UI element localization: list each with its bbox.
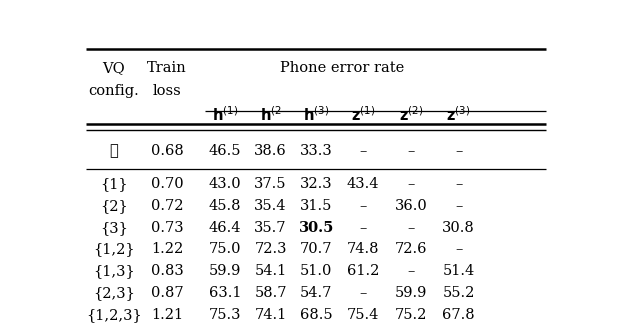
- Text: –: –: [360, 221, 367, 235]
- Text: 75.2: 75.2: [395, 308, 427, 322]
- Text: Phone error rate: Phone error rate: [279, 61, 404, 75]
- Text: 55.2: 55.2: [442, 286, 475, 300]
- Text: 37.5: 37.5: [254, 177, 287, 191]
- Text: $\mathbf{h}^{(3)}$: $\mathbf{h}^{(3)}$: [304, 105, 330, 124]
- Text: –: –: [407, 221, 415, 235]
- Text: 51.0: 51.0: [300, 264, 333, 278]
- Text: 0.87: 0.87: [151, 286, 183, 300]
- Text: 74.1: 74.1: [254, 308, 287, 322]
- Text: 75.0: 75.0: [208, 242, 241, 256]
- Text: 51.4: 51.4: [442, 264, 475, 278]
- Text: 75.3: 75.3: [208, 308, 241, 322]
- Text: 59.9: 59.9: [395, 286, 427, 300]
- Text: 31.5: 31.5: [300, 199, 333, 213]
- Text: 67.8: 67.8: [442, 308, 475, 322]
- Text: 38.6: 38.6: [254, 144, 287, 158]
- Text: 0.73: 0.73: [151, 221, 183, 235]
- Text: 1.21: 1.21: [151, 308, 183, 322]
- Text: 43.0: 43.0: [208, 177, 241, 191]
- Text: {1,2,3}: {1,2,3}: [86, 308, 142, 322]
- Text: config.: config.: [88, 84, 139, 98]
- Text: 1.22: 1.22: [151, 242, 183, 256]
- Text: 0.70: 0.70: [151, 177, 183, 191]
- Text: 30.5: 30.5: [299, 221, 334, 235]
- Text: ∅: ∅: [109, 144, 118, 158]
- Text: loss: loss: [152, 84, 181, 98]
- Text: –: –: [407, 177, 415, 191]
- Text: –: –: [360, 144, 367, 158]
- Text: –: –: [455, 199, 462, 213]
- Text: 35.7: 35.7: [254, 221, 287, 235]
- Text: {3}: {3}: [100, 221, 128, 235]
- Text: 54.7: 54.7: [300, 286, 333, 300]
- Text: 0.72: 0.72: [151, 199, 183, 213]
- Text: $\mathbf{z}^{(3)}$: $\mathbf{z}^{(3)}$: [447, 105, 471, 124]
- Text: {2,3}: {2,3}: [93, 286, 135, 300]
- Text: {1,3}: {1,3}: [93, 264, 135, 278]
- Text: 61.2: 61.2: [347, 264, 379, 278]
- Text: 58.7: 58.7: [254, 286, 287, 300]
- Text: –: –: [407, 264, 415, 278]
- Text: 72.3: 72.3: [254, 242, 287, 256]
- Text: 45.8: 45.8: [208, 199, 241, 213]
- Text: {2}: {2}: [100, 199, 128, 213]
- Text: 72.6: 72.6: [395, 242, 427, 256]
- Text: –: –: [455, 177, 462, 191]
- Text: 35.4: 35.4: [254, 199, 287, 213]
- Text: –: –: [407, 144, 415, 158]
- Text: 30.8: 30.8: [442, 221, 475, 235]
- Text: 0.83: 0.83: [151, 264, 183, 278]
- Text: –: –: [455, 144, 462, 158]
- Text: 74.8: 74.8: [347, 242, 379, 256]
- Text: 54.1: 54.1: [254, 264, 287, 278]
- Text: 32.3: 32.3: [300, 177, 333, 191]
- Text: 0.68: 0.68: [151, 144, 183, 158]
- Text: –: –: [360, 286, 367, 300]
- Text: 68.5: 68.5: [300, 308, 333, 322]
- Text: $\mathbf{h}^{(1)}$: $\mathbf{h}^{(1)}$: [211, 105, 238, 124]
- Text: –: –: [360, 199, 367, 213]
- Text: {1,2}: {1,2}: [93, 242, 135, 256]
- Text: 36.0: 36.0: [395, 199, 428, 213]
- Text: 63.1: 63.1: [208, 286, 241, 300]
- Text: Train: Train: [147, 61, 187, 75]
- Text: 43.4: 43.4: [347, 177, 379, 191]
- Text: 33.3: 33.3: [300, 144, 333, 158]
- Text: VQ: VQ: [103, 61, 125, 75]
- Text: –: –: [455, 242, 462, 256]
- Text: {1}: {1}: [100, 177, 128, 191]
- Text: 46.4: 46.4: [208, 221, 241, 235]
- Text: 70.7: 70.7: [300, 242, 333, 256]
- Text: 75.4: 75.4: [347, 308, 379, 322]
- Text: 59.9: 59.9: [208, 264, 241, 278]
- Text: $\mathbf{z}^{(1)}$: $\mathbf{z}^{(1)}$: [351, 105, 375, 124]
- Text: $\mathbf{h}^{(2}$: $\mathbf{h}^{(2}$: [259, 105, 282, 124]
- Text: $\mathbf{z}^{(2)}$: $\mathbf{z}^{(2)}$: [399, 105, 424, 124]
- Text: 46.5: 46.5: [208, 144, 241, 158]
